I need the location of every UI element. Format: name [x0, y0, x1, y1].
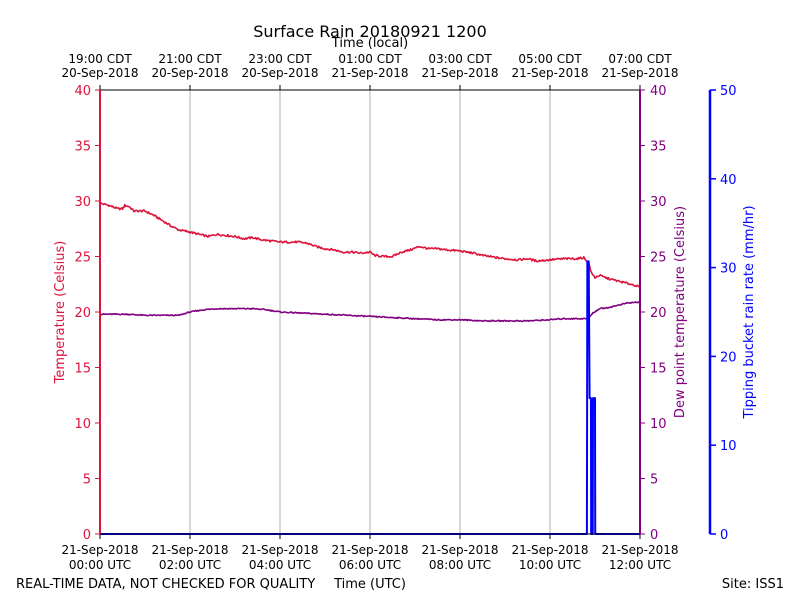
- dewpoint-tick-label: 0: [650, 528, 658, 543]
- temperature-tick-label: 35: [74, 140, 91, 155]
- temperature-tick-label: 30: [74, 195, 91, 210]
- data-quality-note: REAL-TIME DATA, NOT CHECKED FOR QUALITY: [16, 577, 315, 592]
- rain-tick-label: 20: [720, 350, 737, 365]
- top-tick-label-time: 21:00 CDT: [158, 52, 222, 66]
- temperature-axis-label: Temperature (Celsius): [53, 241, 68, 385]
- rain-tick-label: 30: [720, 262, 737, 277]
- top-tick-label-time: 23:00 CDT: [248, 52, 312, 66]
- dewpoint-tick-label: 30: [650, 195, 667, 210]
- rain-rate-line: [100, 260, 640, 535]
- temperature-tick-label: 15: [74, 362, 91, 377]
- temperature-tick-label: 25: [74, 251, 91, 266]
- rain-tick-label: 0: [720, 528, 728, 543]
- x-tick-label-time: 10:00 UTC: [519, 558, 581, 572]
- temperature-line: [99, 202, 641, 288]
- temperature-tick-label: 0: [83, 528, 91, 543]
- dewpoint-tick-label: 10: [650, 417, 667, 432]
- x-tick-label-time: 02:00 UTC: [159, 558, 221, 572]
- top-tick-label-date: 20-Sep-2018: [61, 66, 138, 80]
- dewpoint-tick-label: 5: [650, 473, 658, 488]
- top-tick-label-date: 21-Sep-2018: [421, 66, 498, 80]
- temperature-tick-label: 10: [74, 417, 91, 432]
- dewpoint-axis-label: Dew point temperature (Celsius): [673, 206, 688, 418]
- dewpoint-tick-label: 20: [650, 306, 667, 321]
- top-tick-label-date: 20-Sep-2018: [151, 66, 228, 80]
- top-tick-label-time: 19:00 CDT: [68, 52, 132, 66]
- chart-title: Surface Rain 20180921 1200: [253, 22, 487, 41]
- x-tick-label-date: 21-Sep-2018: [61, 543, 138, 557]
- dew-point-line: [99, 300, 641, 323]
- x-tick-label-date: 21-Sep-2018: [151, 543, 228, 557]
- temperature-tick-label: 40: [74, 84, 91, 99]
- top-tick-label-date: 21-Sep-2018: [511, 66, 588, 80]
- x-tick-label-date: 21-Sep-2018: [511, 543, 588, 557]
- top-axis-label: Time (local): [331, 36, 408, 51]
- x-tick-label-time: 06:00 UTC: [339, 558, 401, 572]
- rain-tick-label: 50: [720, 84, 737, 99]
- x-tick-label-time: 08:00 UTC: [429, 558, 491, 572]
- dewpoint-tick-label: 40: [650, 84, 667, 99]
- dewpoint-tick-label: 15: [650, 362, 667, 377]
- top-tick-label-date: 21-Sep-2018: [601, 66, 678, 80]
- top-tick-label-date: 21-Sep-2018: [331, 66, 408, 80]
- x-axis-label: Time (UTC): [333, 577, 406, 592]
- top-tick-label-time: 01:00 CDT: [338, 52, 402, 66]
- top-tick-label-time: 05:00 CDT: [518, 52, 582, 66]
- rain-axis-label: Tipping bucket rain rate (mm/hr): [742, 205, 757, 419]
- x-tick-label-date: 21-Sep-2018: [601, 543, 678, 557]
- x-tick-label-date: 21-Sep-2018: [241, 543, 318, 557]
- temperature-tick-label: 20: [74, 306, 91, 321]
- top-tick-label-date: 20-Sep-2018: [241, 66, 318, 80]
- dewpoint-tick-label: 25: [650, 251, 667, 266]
- site-label: Site: ISS1: [722, 577, 784, 592]
- top-tick-label-time: 03:00 CDT: [428, 52, 492, 66]
- x-tick-label-time: 04:00 UTC: [249, 558, 311, 572]
- rain-tick-label: 10: [720, 439, 737, 454]
- rain-tick-label: 40: [720, 173, 737, 188]
- x-tick-label-time: 12:00 UTC: [609, 558, 671, 572]
- top-tick-label-time: 07:00 CDT: [608, 52, 672, 66]
- x-tick-label-time: 00:00 UTC: [69, 558, 131, 572]
- x-tick-label-date: 21-Sep-2018: [421, 543, 498, 557]
- temperature-tick-label: 5: [83, 473, 91, 488]
- x-tick-label-date: 21-Sep-2018: [331, 543, 408, 557]
- grid-lines: [189, 90, 551, 534]
- dewpoint-tick-label: 35: [650, 140, 667, 155]
